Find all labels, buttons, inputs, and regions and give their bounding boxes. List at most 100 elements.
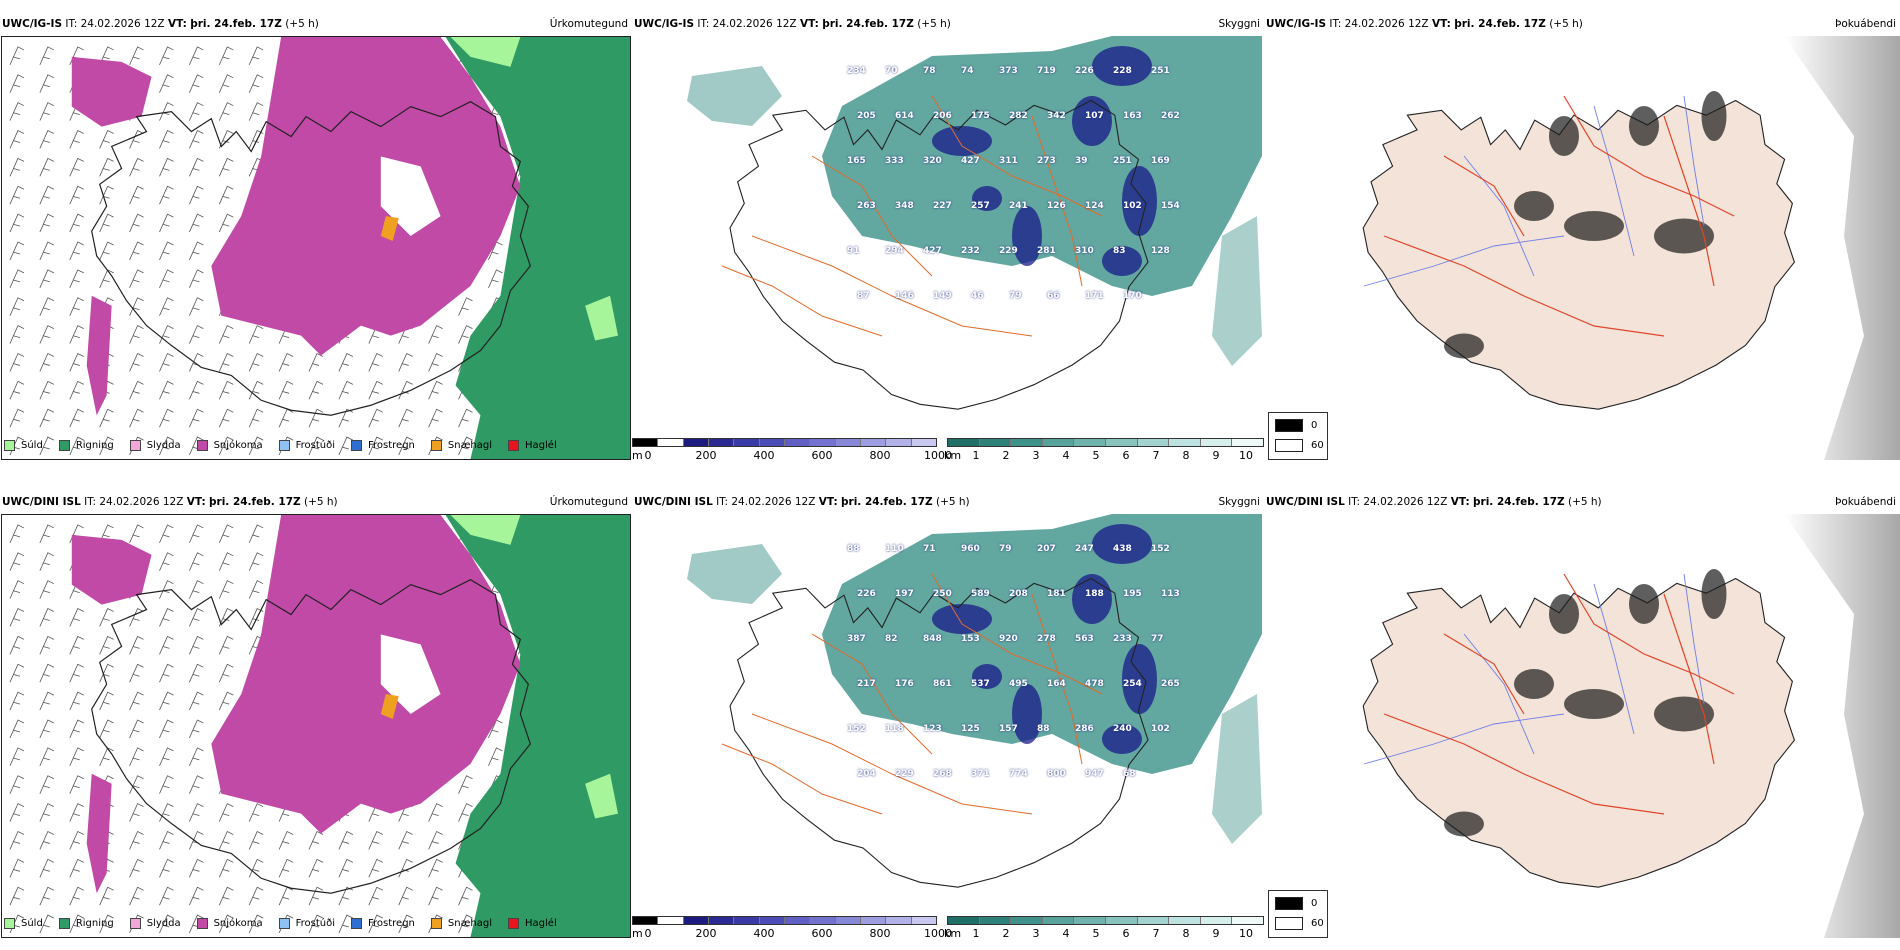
fog-panel-header: UWC/DINI ISL IT: 24.02.2026 12Z VT: þri.… — [1266, 496, 1896, 512]
cloud-scale-tick: 0 — [644, 449, 652, 462]
cloud-scale-tick: 800 — [869, 927, 891, 940]
cloud-scale-tick: 200 — [695, 927, 717, 940]
legend-label: Snjókoma — [213, 439, 263, 451]
fog-map — [1264, 514, 1900, 938]
visibility-value-label: 107 — [1085, 111, 1104, 121]
visibility-map: 88 110 71 960 79 207 247 438 152 226 197 250 589 208 1… — [632, 514, 1262, 912]
scale-step — [911, 917, 936, 924]
legend-item: Rigning — [58, 917, 114, 929]
visibility-value-label: 427 — [923, 246, 942, 256]
drizzle-area — [585, 773, 619, 819]
iceland-coastline — [91, 101, 531, 416]
low-cloud-area — [972, 186, 1002, 211]
visibility-value-label: 208 — [1009, 589, 1028, 599]
visibility-value-label: 205 — [857, 111, 876, 121]
visibility-value-label: 188 — [1085, 589, 1104, 599]
scale-step — [1169, 917, 1201, 924]
legend-label: Frostúði — [295, 917, 335, 929]
scale-step — [734, 917, 760, 924]
legend-item: Haglél — [508, 439, 557, 451]
fog-indicator-area — [1549, 594, 1579, 634]
legend-item: Haglél — [508, 917, 557, 929]
legend-label: Haglél — [525, 917, 557, 929]
cloud-base-scale-bar — [632, 916, 937, 925]
scale-step — [1042, 917, 1075, 924]
vt-label: VT: — [818, 496, 838, 508]
scale-step — [633, 439, 659, 446]
visibility-value-label: 170 — [1123, 291, 1142, 301]
cloud-scale-unit: m — [632, 449, 643, 462]
visibility-scale-tick: 3 — [1032, 927, 1040, 940]
scale-step — [810, 439, 836, 446]
river-network — [1363, 573, 1705, 765]
visibility-scale-unit: km — [944, 449, 962, 462]
fog-map — [1264, 36, 1900, 460]
legend-label: Frostúði — [295, 439, 335, 451]
visibility-scale-tick: 1 — [972, 449, 980, 462]
snow-area — [211, 37, 521, 356]
fog-legend-label: 0 — [1311, 898, 1318, 909]
precip-type-panel-header: UWC/DINI ISL IT: 24.02.2026 12Z VT: þri.… — [2, 496, 628, 512]
visibility-value-label: 79 — [1009, 291, 1022, 301]
visibility-value-label: 102 — [1151, 724, 1170, 734]
lead-time: (+5 h) — [303, 496, 338, 508]
legend-item: Snæhagl — [430, 439, 492, 451]
low-cloud-area — [932, 604, 992, 634]
fog-legend-row: 60 — [1275, 439, 1324, 452]
visibility-scale-tick: 6 — [1122, 927, 1130, 940]
panel-title: Úrkomutegund — [549, 18, 628, 30]
visibility-value-label: 265 — [1161, 679, 1180, 689]
low-vis-area — [1212, 216, 1262, 366]
visibility-value-label: 149 — [933, 291, 952, 301]
fog-indicator-area — [1701, 91, 1727, 141]
scale-step — [1074, 917, 1106, 924]
vt-label: VT: — [799, 18, 819, 30]
cloud-scale-tick: 600 — [811, 927, 833, 940]
visibility-value-label: 229 — [999, 246, 1018, 256]
precip-type-map — [1, 514, 631, 938]
fog-legend-swatch — [1275, 897, 1303, 910]
legend-swatch — [4, 917, 15, 929]
fog-legend-label: 0 — [1311, 420, 1318, 431]
model-label: UWC/DINI ISL — [634, 496, 713, 508]
visibility-value-label: 124 — [1085, 201, 1104, 211]
road-network — [1383, 573, 1735, 815]
fog-indicator-area — [1549, 116, 1579, 156]
iceland-coastline — [91, 579, 531, 894]
iceland-land — [1362, 577, 1796, 888]
visibility-value-label: 71 — [923, 544, 936, 554]
precip-type-panel: UWC/DINI ISL IT: 24.02.2026 12Z VT: þri.… — [0, 478, 632, 948]
visibility-value-label: 262 — [1161, 111, 1180, 121]
it-value: 24.02.2026 12Z — [1344, 18, 1429, 30]
low-cloud-area — [1092, 46, 1152, 86]
legend-item: Slydda — [129, 917, 181, 929]
legend-swatch — [129, 439, 141, 451]
scale-step — [1200, 917, 1233, 924]
visibility-value-label: 152 — [847, 724, 866, 734]
legend-item: Rigning — [58, 439, 114, 451]
visibility-value-label: 947 — [1085, 769, 1104, 779]
visibility-value-label: 226 — [857, 589, 876, 599]
lead-time: (+5 h) — [935, 496, 970, 508]
scale-step — [784, 917, 811, 924]
vt-label: VT: — [1450, 496, 1470, 508]
legend-item: Frostúði — [278, 439, 335, 451]
visibility-map: 234 70 78 74 373 719 226 228 251 205 614 206 175 282 3… — [632, 36, 1262, 434]
visibility-value-label: 234 — [847, 66, 866, 76]
visibility-value-label: 478 — [1085, 679, 1104, 689]
visibility-value-label: 537 — [971, 679, 990, 689]
precip-type-panel: UWC/IG-IS IT: 24.02.2026 12Z VT: þri. 24… — [0, 0, 632, 470]
it-value: 24.02.2026 12Z — [712, 18, 797, 30]
snow-area — [86, 295, 112, 416]
visibility-value-label: 240 — [1113, 724, 1132, 734]
cloud-scale-tick: 1000 — [924, 927, 952, 940]
road-network — [721, 95, 1103, 337]
visibility-value-label: 74 — [961, 66, 974, 76]
visibility-value-label: 153 — [961, 634, 980, 644]
visibility-value-label: 228 — [1113, 66, 1132, 76]
fog-indicator-area — [1564, 211, 1624, 241]
visibility-value-label: 163 — [1123, 111, 1142, 121]
scale-step — [860, 439, 887, 446]
low-vis-area — [687, 544, 782, 604]
visibility-value-label: 206 — [933, 111, 952, 121]
